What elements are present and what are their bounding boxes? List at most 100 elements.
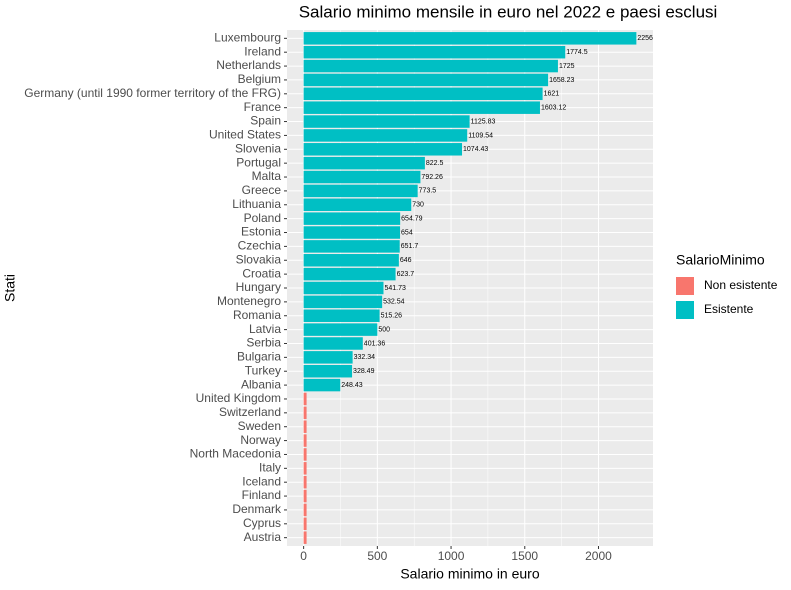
bar [303, 32, 637, 45]
y-tick-label: Czechia [238, 239, 282, 253]
value-label: 1603.12 [541, 105, 566, 112]
value-label: 623.7 [397, 271, 415, 278]
y-tick-label: Norway [240, 433, 281, 447]
bar [303, 392, 307, 406]
value-label: 773.5 [419, 188, 437, 195]
bar [303, 281, 384, 295]
bar [303, 240, 400, 253]
value-label: 500 [378, 326, 390, 333]
x-tick-label: 0 [300, 549, 307, 563]
y-tick-label: Estonia [241, 225, 281, 239]
y-tick-label: Netherlands [216, 58, 281, 72]
y-tick-label: Slovenia [235, 141, 281, 155]
bar [303, 184, 418, 198]
y-tick-label: Austria [244, 530, 282, 544]
y-tick-label: United Kingdom [196, 391, 281, 405]
x-tick-label: 1000 [438, 549, 465, 563]
bar [303, 475, 307, 489]
y-tick-label: Malta [252, 169, 282, 183]
bar [303, 406, 307, 420]
bar [303, 378, 341, 392]
y-tick-label: Hungary [236, 280, 281, 294]
y-tick-label: Germany (until 1990 former territory of … [24, 86, 281, 100]
value-label: 1774.5 [566, 49, 588, 56]
y-tick-label: France [244, 100, 282, 114]
bar [303, 226, 401, 239]
y-tick-label: Italy [259, 460, 281, 474]
value-label: 532.54 [383, 299, 405, 306]
y-tick-label: Luxembourg [214, 30, 281, 44]
value-label: 1725 [559, 63, 575, 70]
y-tick-label: Ireland [244, 44, 281, 58]
y-tick-label: Portugal [236, 155, 281, 169]
y-tick-label: Latvia [249, 322, 281, 336]
y-tick-label: Iceland [242, 474, 281, 488]
x-tick-label: 500 [367, 549, 387, 563]
y-tick-label: Greece [242, 183, 282, 197]
y-tick-label: Lithuania [232, 197, 281, 211]
value-label: 248.43 [341, 382, 363, 389]
y-tick-label: Switzerland [219, 405, 281, 419]
value-label: 654 [401, 229, 413, 236]
bar [303, 254, 399, 267]
legend-key [676, 277, 694, 295]
legend-key [676, 301, 694, 319]
bar [303, 420, 307, 433]
value-label: 1621 [544, 91, 560, 98]
bar [303, 73, 549, 87]
x-axis-title: Salario minimo in euro [400, 566, 539, 582]
bar [303, 295, 383, 309]
value-label: 1074.43 [463, 146, 488, 153]
value-label: 651.7 [401, 243, 419, 250]
bar [303, 212, 401, 225]
value-label: 2256.95 [637, 35, 662, 42]
legend-label: Esistente [704, 302, 754, 316]
y-tick-label: North Macedonia [190, 447, 282, 461]
bar [303, 87, 543, 101]
x-tick-label: 2000 [585, 549, 612, 563]
bar [303, 434, 307, 447]
value-label: 515.26 [381, 313, 403, 320]
value-label: 328.49 [353, 368, 375, 375]
y-tick-label: Finland [242, 488, 281, 502]
bar [303, 531, 307, 544]
value-label: 654.79 [401, 215, 423, 222]
value-label: 792.26 [421, 174, 443, 181]
y-tick-label: Romania [233, 308, 281, 322]
legend-title: SalarioMinimo [676, 252, 765, 268]
bar [303, 309, 380, 322]
y-tick-label: Turkey [245, 363, 281, 377]
value-label: 822.5 [426, 160, 444, 167]
y-tick-label: Slovakia [236, 252, 282, 266]
y-tick-label: Albania [241, 377, 281, 391]
y-tick-label: Bulgaria [237, 350, 281, 364]
x-tick-label: 1500 [511, 549, 538, 563]
value-label: 1125.83 [471, 118, 496, 125]
bars: 2256.95 1774.5 1725 1658.23 1621 1603.12 1125.… [303, 32, 662, 544]
value-label: 332.34 [354, 354, 376, 361]
value-label: 730 [412, 202, 424, 209]
value-label: 1658.23 [549, 77, 574, 84]
y-tick-label: Cyprus [243, 516, 281, 530]
bar [303, 129, 468, 142]
bar [303, 448, 307, 461]
bar [303, 170, 421, 184]
value-label: 1109.54 [468, 132, 493, 139]
y-tick-label: Montenegro [217, 294, 281, 308]
chart-title: Salario minimo mensile in euro nel 2022 … [299, 2, 718, 21]
y-tick-label: Poland [244, 211, 281, 225]
y-tick-label: Sweden [238, 419, 281, 433]
legend-label: Non esistente [704, 278, 778, 292]
bar [303, 115, 470, 128]
bar [303, 45, 566, 59]
bar [303, 337, 363, 350]
bar [303, 156, 425, 170]
value-label: 646 [400, 257, 412, 264]
bar [303, 351, 353, 364]
value-label: 541.73 [384, 285, 406, 292]
bar [303, 517, 307, 531]
y-tick-label: Belgium [238, 72, 281, 86]
bar [303, 489, 307, 503]
bar [303, 59, 558, 73]
bar [303, 143, 463, 156]
